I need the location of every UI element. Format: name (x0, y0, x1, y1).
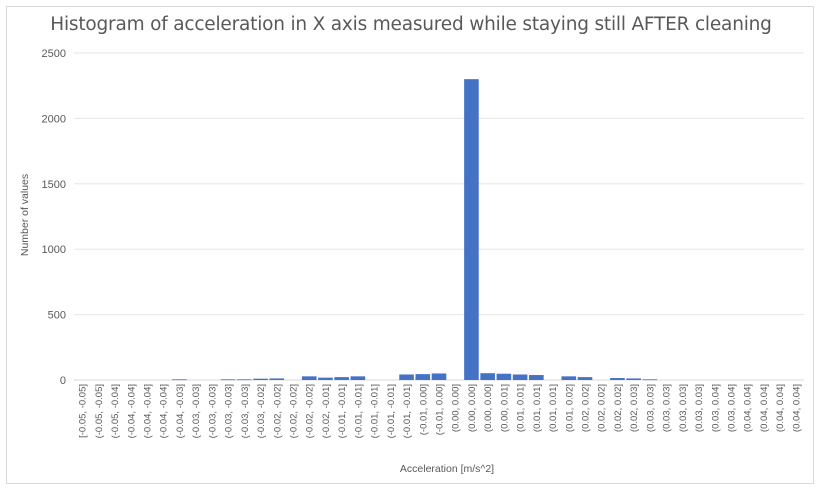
bar (350, 376, 366, 380)
bar (301, 376, 317, 380)
x-tick-label: (0.02, 0.02] (581, 384, 592, 432)
x-tick-label: (-0.01, -0.01] (337, 384, 348, 438)
y-tick-label: 2500 (42, 48, 66, 60)
x-tick-label: (-0.03, -0.03] (207, 384, 218, 438)
bar (399, 374, 414, 380)
y-tick-label: 1500 (42, 179, 66, 191)
bar (496, 373, 512, 380)
bar (415, 374, 431, 380)
bar (237, 379, 252, 381)
bar (561, 376, 577, 380)
x-tick-label: (0.00, 0.01] (499, 384, 510, 432)
bar (172, 379, 187, 381)
x-tick-label: (0.03, 0.03] (694, 384, 705, 432)
x-tick-label: (-0.03, -0.03] (224, 384, 235, 438)
x-tick-label: (-0.02, -0.02] (272, 384, 283, 438)
x-tick-label: (-0.02, -0.02] (289, 384, 300, 438)
x-tick-label: (-0.01, 0.00] (418, 384, 429, 435)
x-tick-label: (-0.04, -0.03] (175, 384, 186, 438)
bar (253, 378, 268, 380)
x-tick-label: (0.04, 0.04] (743, 384, 754, 432)
x-tick-label: (0.03, 0.04] (710, 384, 721, 432)
bar (512, 374, 528, 380)
x-tick-label: (0.02, 0.02] (597, 384, 608, 432)
x-tick-label: (0.03, 0.03] (678, 384, 689, 432)
x-tick-label: (0.01, 0.02] (564, 384, 575, 432)
x-tick-label: (0.00, 0.00] (451, 384, 462, 432)
bars (172, 79, 658, 381)
x-tick-label: (-0.02, -0.01] (321, 384, 332, 438)
y-tick-label: 2000 (42, 113, 66, 125)
x-tick-label: (0.01, 0.01] (532, 384, 543, 432)
x-tick-label: (-0.04, -0.04] (126, 384, 137, 438)
x-tick-label: (-0.03, -0.03] (191, 384, 202, 438)
bar (480, 373, 495, 380)
bar (529, 375, 544, 380)
y-tick-labels: 0 500 1000 1500 2000 2500 (42, 48, 66, 387)
x-tick-label: (0.03, 0.04] (727, 384, 738, 432)
x-tick-label: [-0.05, -0.05] (78, 384, 89, 438)
x-tick-label: (0.04, 0.04] (759, 384, 770, 432)
y-axis-label: Number of values (19, 174, 31, 256)
x-tick-label: (0.04, 0.04] (775, 384, 786, 432)
bar (269, 378, 285, 380)
x-tick-label: (-0.01, -0.01] (353, 384, 364, 438)
x-tick-labels: [-0.05, -0.05] (-0.05, -0.05] (-0.05, -0.0… (78, 384, 803, 438)
x-tick-label: (0.04, 0.04] (791, 384, 802, 432)
bar (334, 377, 349, 380)
bar (626, 378, 641, 380)
x-tick-label: (0.02, 0.02] (613, 384, 624, 432)
bar (220, 379, 236, 381)
x-tick-label: (-0.05, -0.05] (94, 384, 105, 438)
x-tick-label: (-0.02, -0.02] (305, 384, 316, 438)
x-tick-label: (-0.05, -0.04] (110, 384, 121, 438)
bar (610, 378, 625, 380)
bar (431, 373, 447, 380)
bar (577, 377, 593, 380)
x-tick-label: (0.00, 0.00] (483, 384, 494, 432)
y-tick-label: 0 (60, 375, 66, 387)
chart-frame (6, 6, 814, 484)
x-tick-label: (-0.04, -0.04] (159, 384, 170, 438)
gridlines (74, 52, 804, 381)
chart-title: Histogram of acceleration in X axis meas… (50, 14, 772, 35)
x-tick-label: (0.03, 0.03] (645, 384, 656, 432)
x-tick-label: (-0.01, 0.00] (435, 384, 446, 435)
y-tick-label: 500 (48, 310, 66, 322)
y-tick-label: 1000 (42, 244, 66, 256)
x-tick-label: (-0.01, -0.01] (370, 384, 381, 438)
bar (464, 79, 479, 380)
x-axis-label: Acceleration [m/s^2] (400, 463, 494, 475)
x-tick-label: (-0.03, -0.02] (256, 384, 267, 438)
x-tick-label: (0.03, 0.03] (662, 384, 673, 432)
bar (642, 379, 658, 381)
x-tick-label: (0.01, 0.01] (548, 384, 559, 432)
x-tick-label: (0.02, 0.03] (629, 384, 640, 432)
bar (318, 377, 333, 380)
x-tick-label: (0.00, 0.00] (467, 384, 478, 432)
x-tick-label: (-0.01, -0.01] (386, 384, 397, 438)
x-tick-label: (-0.04, -0.04] (143, 384, 154, 438)
x-tick-label: (0.01, 0.01] (516, 384, 527, 432)
x-tick-label: (-0.03, -0.03] (240, 384, 251, 438)
x-tick-label: (-0.01, -0.01] (402, 384, 413, 438)
